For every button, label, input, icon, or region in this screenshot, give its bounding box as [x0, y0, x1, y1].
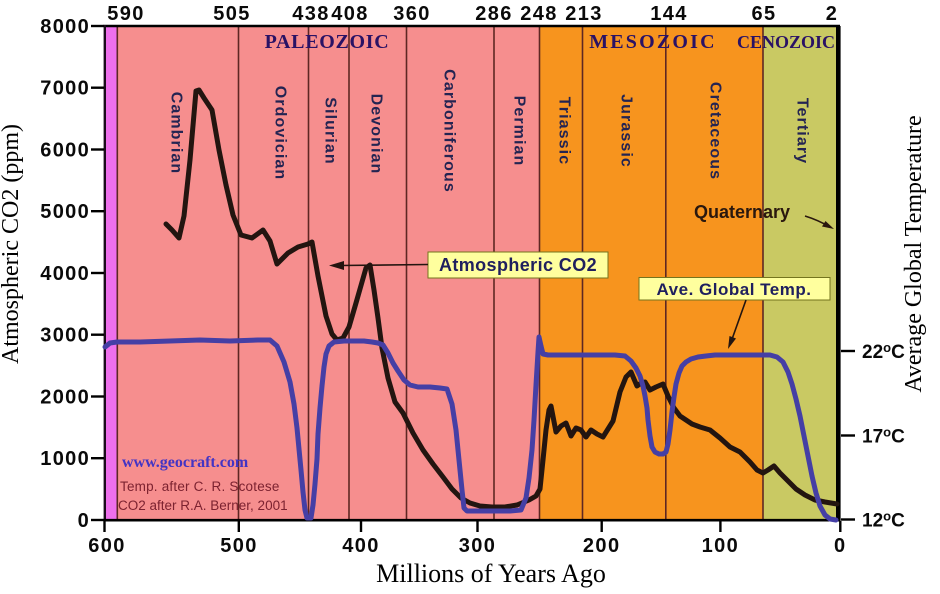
svg-text:200: 200 [583, 535, 621, 557]
svg-text:Ave. Global Temp.: Ave. Global Temp. [657, 280, 812, 299]
svg-text:www.geocraft.com: www.geocraft.com [122, 454, 249, 471]
svg-text:500: 500 [220, 535, 258, 557]
svg-text:12oC: 12oC [862, 509, 905, 532]
svg-text:22oC: 22oC [862, 340, 905, 363]
svg-text:Quaternary: Quaternary [694, 202, 790, 222]
svg-text:Tertiary: Tertiary [794, 98, 811, 164]
svg-text:CENOZOIC: CENOZOIC [737, 32, 835, 52]
svg-text:408: 408 [331, 3, 369, 25]
svg-text:Atmospheric CO2 (ppm): Atmospheric CO2 (ppm) [0, 124, 24, 364]
svg-text:CO2 after R.A. Berner, 2001: CO2 after R.A. Berner, 2001 [118, 498, 288, 513]
svg-text:5000: 5000 [40, 201, 90, 223]
svg-text:Average Global Temperature: Average Global Temperature [901, 115, 927, 392]
svg-text:Cambrian: Cambrian [168, 92, 185, 175]
svg-text:Temp. after C. R. Scotese: Temp. after C. R. Scotese [120, 479, 280, 494]
svg-text:1000: 1000 [40, 448, 90, 470]
svg-text:8000: 8000 [40, 16, 90, 38]
svg-text:0: 0 [834, 535, 847, 557]
svg-text:300: 300 [459, 535, 497, 557]
svg-text:17oC: 17oC [862, 425, 905, 448]
svg-text:2000: 2000 [40, 387, 90, 409]
svg-text:100: 100 [702, 535, 740, 557]
svg-text:600: 600 [88, 535, 126, 557]
svg-text:286: 286 [475, 3, 513, 25]
svg-text:248: 248 [520, 3, 558, 25]
svg-text:400: 400 [342, 535, 380, 557]
svg-text:2: 2 [826, 3, 839, 25]
svg-text:Atmospheric CO2: Atmospheric CO2 [439, 255, 597, 275]
svg-text:7000: 7000 [40, 78, 90, 100]
svg-text:4000: 4000 [40, 263, 90, 285]
svg-text:Jurassic: Jurassic [618, 94, 635, 168]
svg-text:438: 438 [292, 3, 330, 25]
svg-text:65: 65 [751, 3, 776, 25]
svg-text:213: 213 [565, 3, 603, 25]
svg-text:Silurian: Silurian [322, 97, 339, 164]
svg-text:144: 144 [650, 3, 688, 25]
svg-text:Devonian: Devonian [368, 94, 385, 175]
svg-text:MESOZOIC: MESOZOIC [589, 31, 717, 53]
svg-text:Permian: Permian [511, 96, 528, 167]
svg-text:Ordovician: Ordovician [272, 86, 289, 181]
svg-text:505: 505 [213, 3, 251, 25]
svg-text:590: 590 [107, 3, 145, 25]
svg-text:6000: 6000 [40, 140, 90, 162]
svg-text:0: 0 [78, 510, 90, 532]
svg-text:Millions of Years Ago: Millions of Years Ago [376, 559, 606, 588]
svg-text:360: 360 [393, 3, 431, 25]
svg-text:Cretaceous: Cretaceous [707, 82, 724, 180]
svg-text:3000: 3000 [40, 325, 90, 347]
svg-text:Carboniferous: Carboniferous [441, 69, 458, 193]
svg-text:Triassic: Triassic [556, 97, 573, 165]
svg-text:PALEOZOIC: PALEOZOIC [265, 31, 390, 53]
